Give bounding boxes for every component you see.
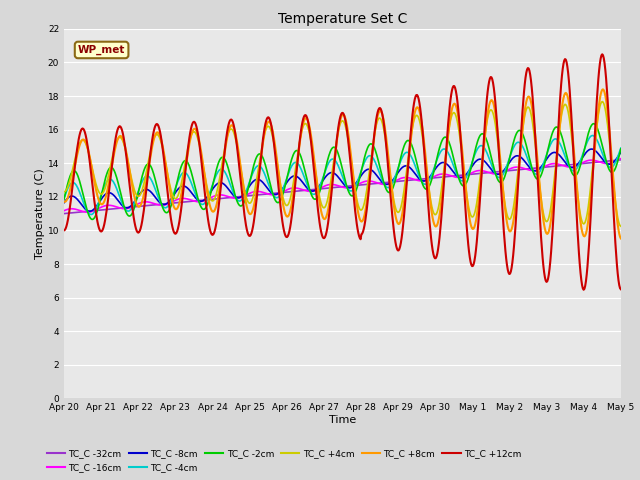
Text: WP_met: WP_met (78, 45, 125, 55)
Title: Temperature Set C: Temperature Set C (278, 12, 407, 26)
Y-axis label: Temperature (C): Temperature (C) (35, 168, 45, 259)
X-axis label: Time: Time (329, 415, 356, 425)
Legend: TC_C -32cm, TC_C -16cm, TC_C -8cm, TC_C -4cm, TC_C -2cm, TC_C +4cm, TC_C +8cm, T: TC_C -32cm, TC_C -16cm, TC_C -8cm, TC_C … (43, 446, 525, 476)
